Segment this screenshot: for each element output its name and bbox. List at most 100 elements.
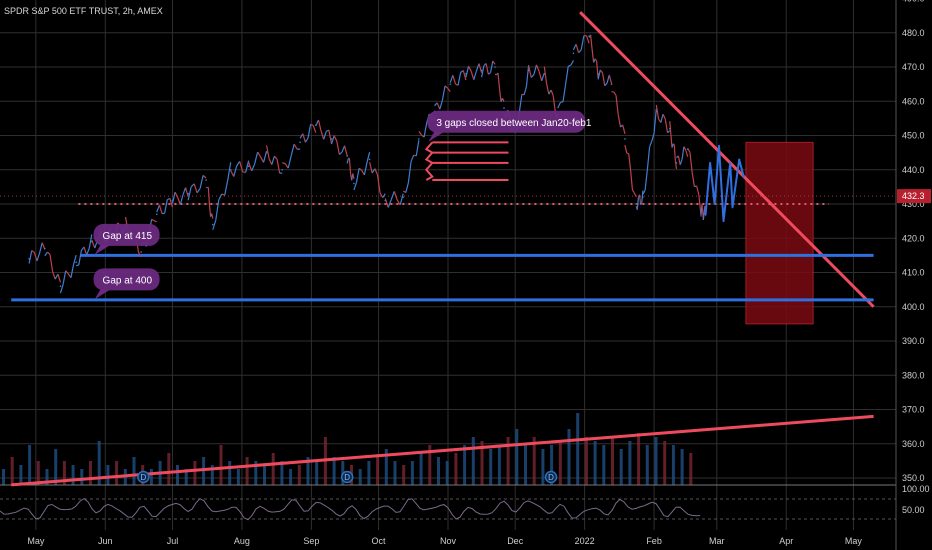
price-segment (468, 65, 472, 72)
volume-bar (271, 453, 275, 485)
price-segment (487, 72, 491, 75)
price-point (205, 179, 207, 181)
price-segment (358, 167, 363, 171)
price-segment (399, 193, 404, 205)
price-segment (177, 197, 181, 205)
price-segment (363, 162, 368, 176)
volume-bar (428, 445, 432, 485)
price-segment (193, 183, 198, 194)
price-segment (31, 250, 35, 253)
price-segment (54, 273, 59, 280)
price-point (171, 199, 174, 202)
price-segment (636, 197, 639, 210)
volume-bar (645, 445, 649, 485)
y-tick-label: 440.0 (902, 165, 925, 175)
price-segment (330, 135, 335, 145)
resistance-line (579, 11, 875, 308)
volume-bar (219, 445, 223, 485)
price-axis[interactable]: 350.0 360.0 370.0 380.0 390.0 400.0 410.0 420.0… (895, 0, 932, 550)
price-point (281, 168, 284, 171)
price-point (402, 196, 405, 198)
callout-background (427, 110, 586, 133)
volume-bar (663, 441, 667, 485)
price-segment (293, 143, 298, 150)
price-segment (348, 158, 352, 174)
y-tick-label: 470.0 (902, 62, 925, 72)
price-point (527, 69, 530, 72)
volume-bar (332, 457, 336, 485)
price-segment (651, 132, 655, 142)
price-segment (624, 144, 628, 154)
price-point (187, 192, 189, 195)
callout-bubble[interactable]: Gap at 400 (93, 268, 160, 300)
price-segment (282, 162, 286, 165)
price-segment (606, 74, 610, 84)
price-point (503, 107, 505, 109)
price-segment (481, 65, 485, 78)
price-segment (575, 44, 580, 53)
last-price-label: 432.3 (902, 191, 925, 201)
price-point (642, 196, 644, 198)
volume-bar (297, 465, 301, 485)
volume-bar (289, 469, 293, 485)
price-segment (352, 173, 355, 179)
price-segment (594, 58, 598, 62)
price-segment (660, 113, 664, 123)
volume-bar (2, 469, 5, 485)
price-segment (473, 71, 477, 80)
price-segment (190, 183, 195, 188)
price-segment (640, 202, 643, 206)
volume-bar (193, 461, 197, 485)
price-segment (227, 162, 232, 181)
last-price-tag (897, 189, 931, 204)
price-segment (236, 161, 241, 167)
y-tick-label: 490.0 (902, 0, 925, 4)
price-segment (88, 234, 93, 249)
price-segment (78, 250, 82, 266)
price-segment (662, 113, 666, 120)
callout-bubble[interactable]: 3 gaps closed between Jan20-feb1 (427, 110, 592, 142)
price-segment (271, 156, 275, 165)
price-segment (674, 160, 678, 170)
volume-bar (245, 457, 249, 485)
price-segment (599, 69, 604, 74)
price-segment (410, 154, 415, 162)
volume-bar (132, 457, 136, 485)
price-segment (390, 191, 395, 200)
price-segment (617, 114, 622, 128)
price-segment (344, 145, 348, 157)
time-axis[interactable]: May Jun Jul Aug Sep Oct Nov Dec 2022 Feb Mar Apr May (27, 536, 862, 546)
y-tick-label: 350.0 (902, 473, 925, 483)
y-tick-label: 420.0 (902, 233, 925, 243)
price-segment (572, 43, 577, 51)
volume-bar (376, 457, 380, 485)
price-segment (667, 130, 671, 134)
volume-bar (62, 461, 66, 485)
dividend-marker-icon[interactable] (340, 470, 354, 484)
price-segment (70, 264, 75, 278)
y-tick-label: 380.0 (902, 370, 925, 380)
volume-bar (611, 437, 614, 485)
x-tick-label: Aug (234, 536, 250, 546)
price-segment (423, 122, 428, 138)
callout-bubble[interactable]: Gap at 415 (93, 223, 160, 255)
price-segment (629, 169, 634, 190)
price-segment (444, 85, 449, 89)
price-segment (353, 182, 358, 191)
projected-point (731, 206, 734, 209)
dividend-marker-icon[interactable] (137, 470, 150, 484)
volume-bar (280, 461, 284, 485)
price-segment (212, 219, 217, 230)
price-point (28, 258, 30, 260)
dividend-marker-icon[interactable] (544, 470, 558, 484)
y-tick-label: 460.0 (902, 96, 925, 106)
price-segment (591, 49, 595, 63)
price-segment (470, 70, 475, 80)
volume-bar (54, 449, 58, 485)
volume-bar (402, 465, 406, 485)
price-segment (158, 204, 163, 214)
volume-bar (445, 461, 449, 485)
volume-bar (671, 445, 675, 485)
